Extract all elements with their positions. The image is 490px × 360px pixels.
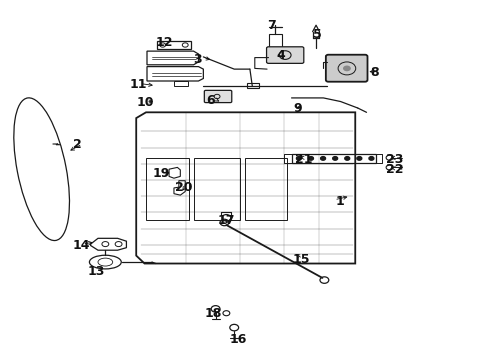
Text: 14: 14 — [73, 239, 90, 252]
Text: 5: 5 — [313, 28, 321, 41]
Text: 10: 10 — [136, 96, 154, 109]
Text: 23: 23 — [386, 153, 403, 166]
Text: 15: 15 — [293, 253, 311, 266]
FancyBboxPatch shape — [267, 47, 304, 63]
Text: 9: 9 — [293, 102, 302, 114]
Bar — [174, 81, 188, 86]
FancyBboxPatch shape — [326, 55, 368, 82]
Text: 4: 4 — [277, 49, 286, 62]
Text: 22: 22 — [386, 163, 404, 176]
Text: 17: 17 — [218, 214, 236, 227]
Text: 1: 1 — [336, 195, 344, 208]
Circle shape — [357, 157, 362, 160]
Circle shape — [320, 157, 325, 160]
Text: 13: 13 — [87, 265, 104, 278]
Text: 19: 19 — [153, 167, 170, 180]
Circle shape — [296, 157, 301, 160]
Text: 6: 6 — [206, 94, 215, 107]
Text: 21: 21 — [295, 153, 313, 166]
Circle shape — [369, 157, 374, 160]
FancyBboxPatch shape — [204, 90, 232, 103]
Circle shape — [333, 157, 338, 160]
Circle shape — [345, 157, 350, 160]
Text: 3: 3 — [194, 53, 202, 66]
Text: 12: 12 — [156, 36, 173, 49]
Text: 20: 20 — [175, 181, 193, 194]
Text: 8: 8 — [370, 66, 379, 78]
Text: 11: 11 — [130, 78, 147, 91]
Text: 16: 16 — [229, 333, 246, 346]
Text: 18: 18 — [205, 307, 222, 320]
Text: 2: 2 — [73, 138, 81, 150]
Circle shape — [343, 66, 351, 71]
Circle shape — [309, 157, 314, 160]
Text: 7: 7 — [267, 19, 276, 32]
